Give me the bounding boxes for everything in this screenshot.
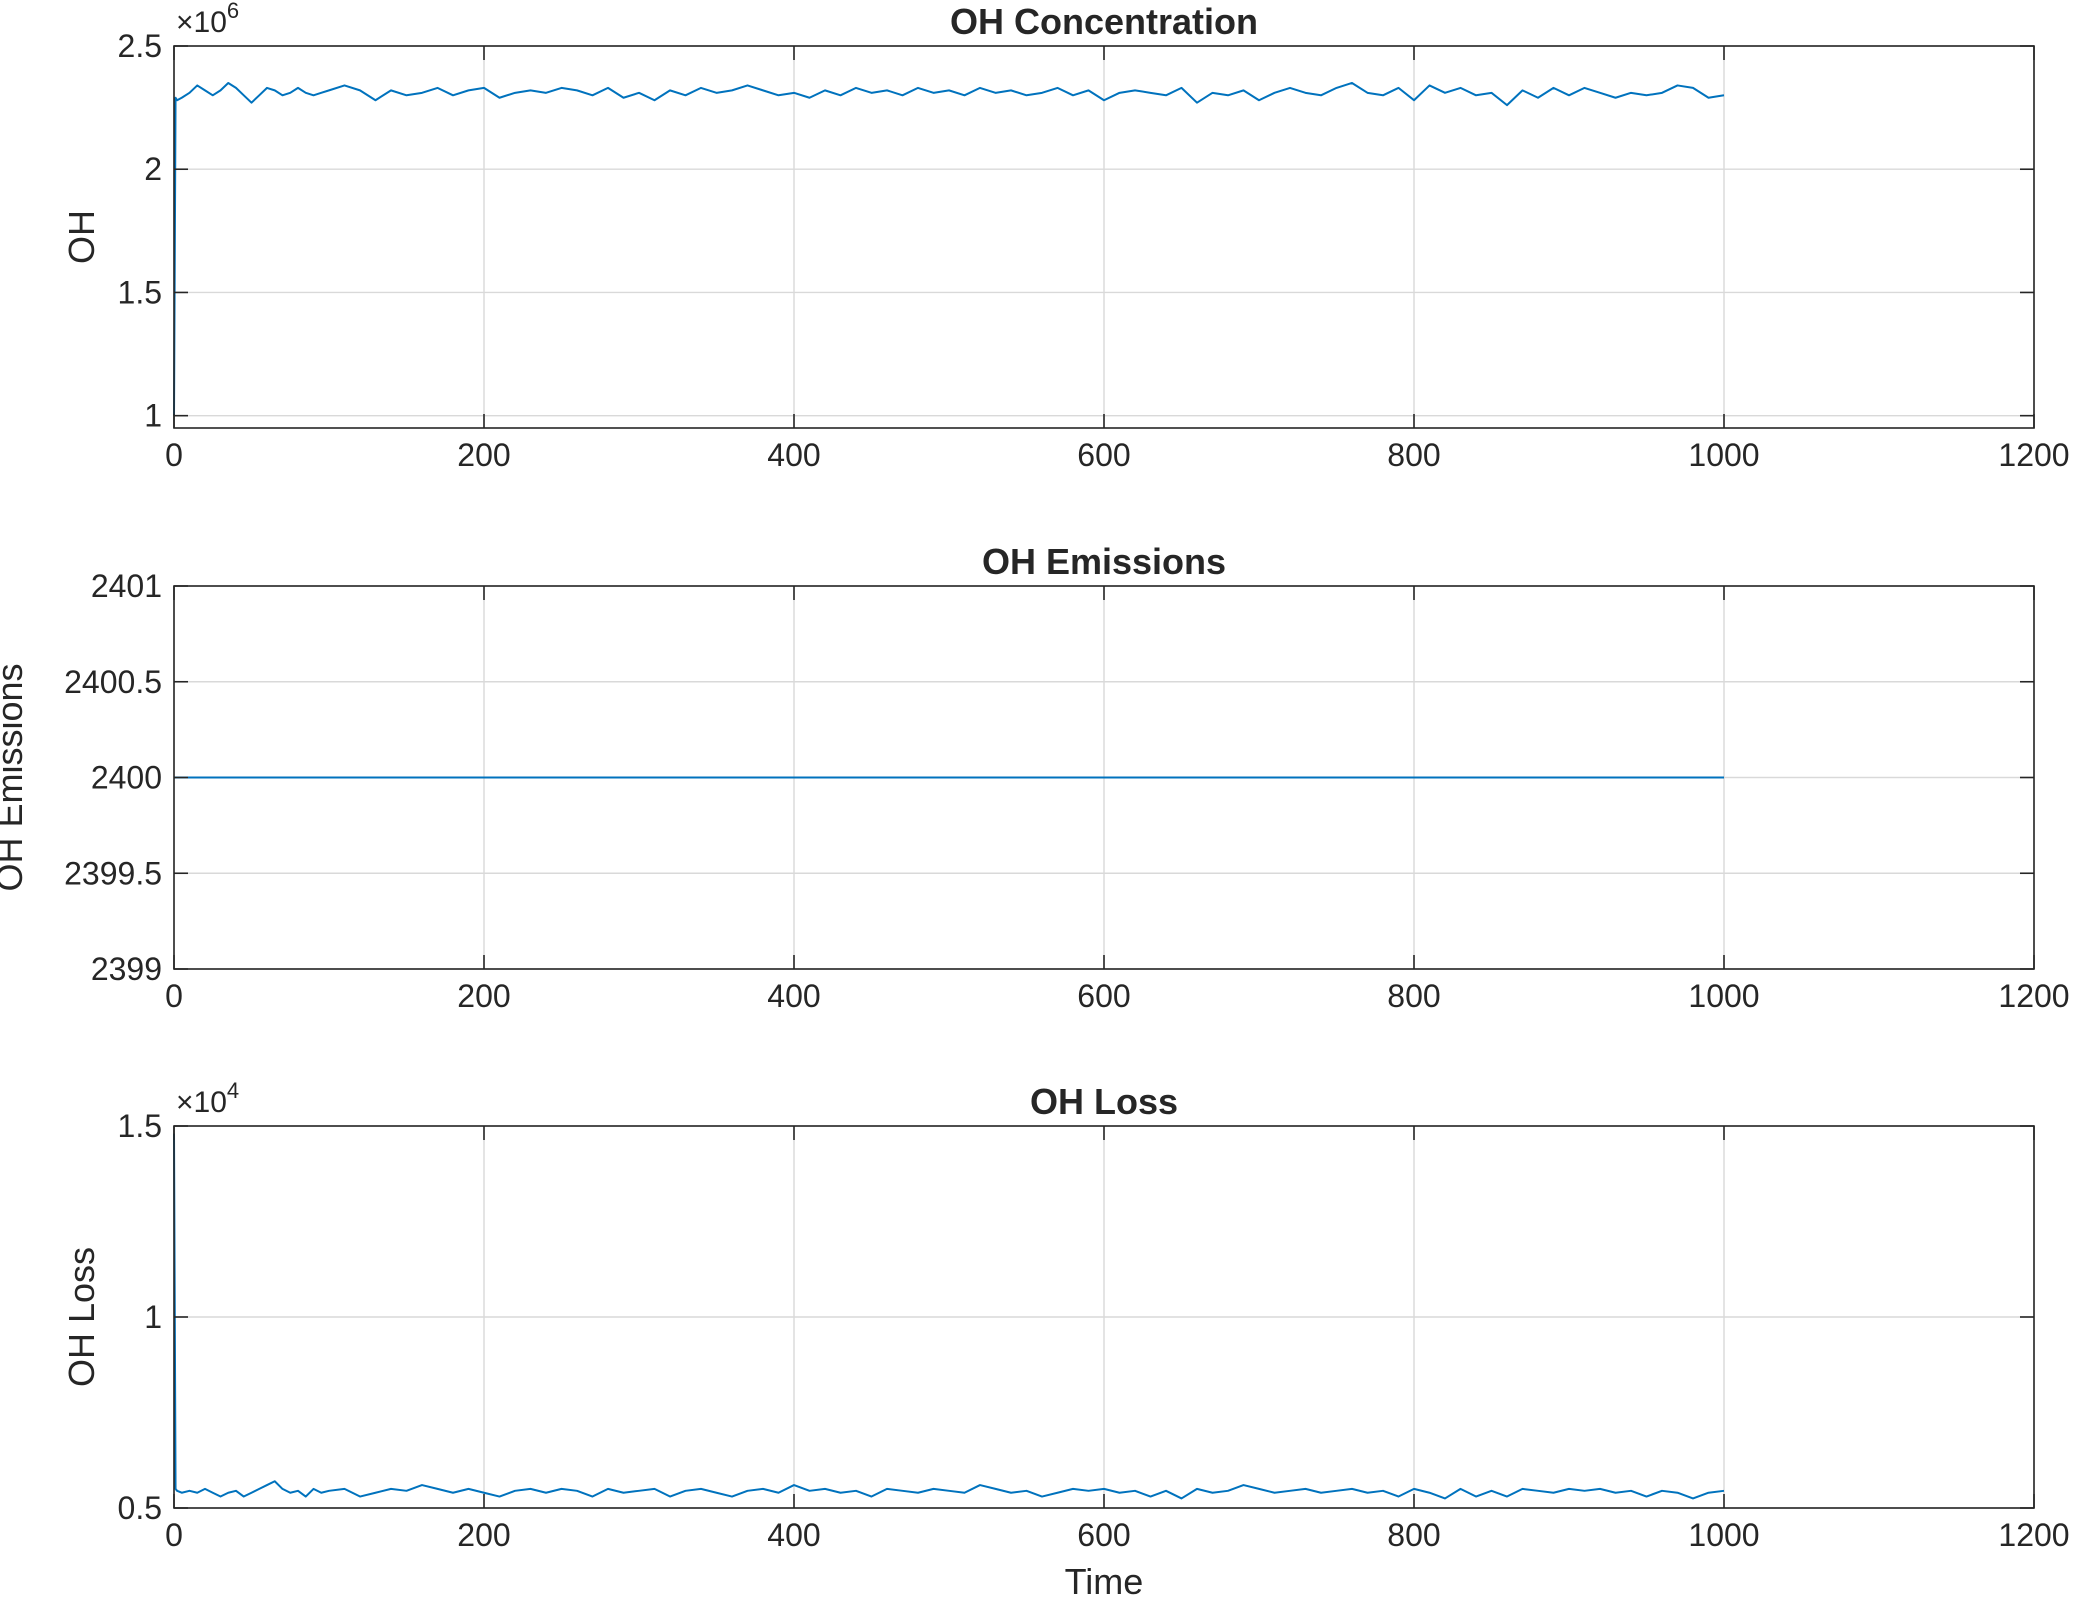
- y-tick-label: 1: [144, 398, 162, 434]
- x-tick-label: 800: [1387, 1517, 1440, 1553]
- series-line: [173, 81, 1725, 416]
- x-tick-label: 0: [165, 437, 183, 473]
- axis-exponent: ×106: [176, 0, 239, 39]
- axis-exponent: ×104: [176, 1078, 239, 1119]
- x-tick-label: 200: [457, 437, 510, 473]
- chart-title: OH Concentration: [950, 1, 1258, 42]
- x-tick-label: 200: [457, 1517, 510, 1553]
- x-tick-label: 600: [1077, 437, 1130, 473]
- x-axis-label: Time: [1065, 1561, 1144, 1602]
- y-tick-label: 2401: [91, 568, 162, 604]
- x-tick-label: 1200: [1998, 437, 2069, 473]
- y-tick-label: 1: [144, 1299, 162, 1335]
- x-tick-label: 400: [767, 978, 820, 1014]
- x-tick-label: 600: [1077, 1517, 1130, 1553]
- y-tick-label: 2.5: [118, 28, 162, 64]
- series-line: [173, 1133, 1725, 1500]
- axis-exponent-base: ×10: [176, 6, 227, 39]
- y-tick-label: 1.5: [118, 1108, 162, 1144]
- axis-exponent-power: 6: [227, 0, 239, 23]
- axis-exponent-base: ×10: [176, 1086, 227, 1119]
- x-tick-label: 0: [165, 1517, 183, 1553]
- x-tick-label: 1000: [1688, 1517, 1759, 1553]
- x-tick-label: 400: [767, 1517, 820, 1553]
- x-tick-label: 1000: [1688, 437, 1759, 473]
- subplot-2: 0 200 400 600 800 1000 1200 2399 2399.5 2400 2400.…: [0, 541, 2070, 1014]
- chart-title: OH Emissions: [982, 541, 1226, 582]
- x-tick-label: 1000: [1688, 978, 1759, 1014]
- y-axis-label: OH Loss: [61, 1247, 102, 1387]
- y-tick-label: 0.5: [118, 1490, 162, 1526]
- x-tick-label: 400: [767, 437, 820, 473]
- y-tick-label: 2400: [91, 760, 162, 796]
- x-tick-label: 1200: [1998, 1517, 2069, 1553]
- axis-exponent-power: 4: [227, 1078, 239, 1103]
- y-tick-label: 2400.5: [64, 664, 162, 700]
- y-tick-label: 1.5: [118, 274, 162, 310]
- x-tick-label: 200: [457, 978, 510, 1014]
- y-tick-label: 2399: [91, 951, 162, 987]
- chart-title: OH Loss: [1030, 1081, 1178, 1122]
- y-axis-label: OH: [61, 210, 102, 264]
- subplot-1: 0 200 400 600 800 1000 1200 1 1.5 2 2.5 OH Concentr…: [61, 0, 2070, 473]
- x-tick-label: 600: [1077, 978, 1130, 1014]
- subplot-3: 0 200 400 600 800 1000 1200 0.5 1 1.5 OH Loss OH Lo…: [61, 1078, 2070, 1602]
- y-tick-label: 2: [144, 151, 162, 187]
- x-tick-label: 0: [165, 978, 183, 1014]
- x-tick-label: 800: [1387, 978, 1440, 1014]
- y-axis-label: OH Emissions: [0, 663, 30, 891]
- x-tick-label: 800: [1387, 437, 1440, 473]
- x-tick-label: 1200: [1998, 978, 2069, 1014]
- y-tick-label: 2399.5: [64, 855, 162, 891]
